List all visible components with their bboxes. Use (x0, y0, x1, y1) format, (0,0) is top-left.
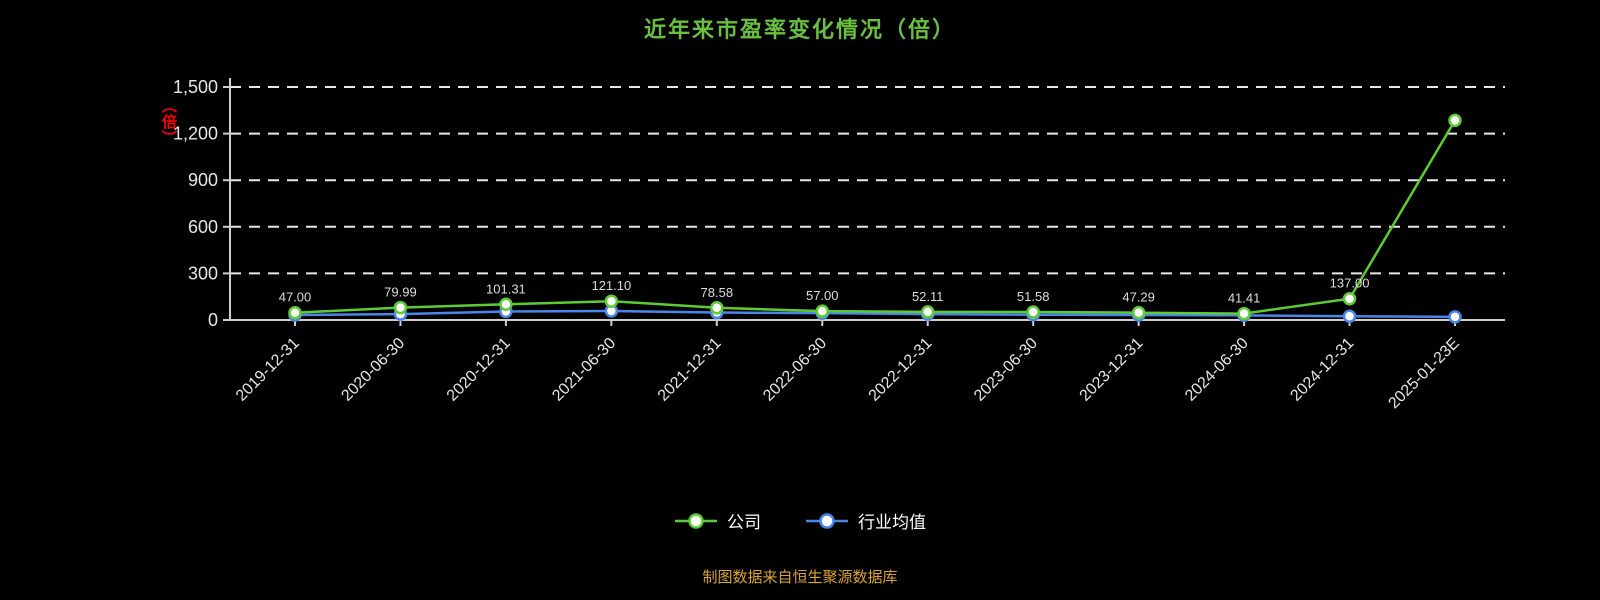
chart-title: 近年来市盈率变化情况（倍） (643, 17, 956, 42)
data-point (1237, 306, 1251, 321)
svg-text:2023-12-31: 2023-12-31 (1077, 335, 1147, 405)
svg-text:101.31: 101.31 (486, 281, 526, 296)
chart-canvas: 0 300 600 900 1,200 1,500 2019-12-31 2020-06-30… (173, 77, 1505, 413)
svg-text:52.11: 52.11 (912, 289, 944, 304)
data-point (604, 294, 619, 308)
legend-item-company[interactable]: 公司 (674, 508, 761, 533)
data-point (710, 301, 724, 315)
svg-text:2024-12-31: 2024-12-31 (1287, 335, 1357, 405)
company-line-marker-icon (675, 512, 717, 529)
data-point (499, 297, 513, 312)
data-point (393, 300, 408, 315)
x-axis-labels: 2019-12-31 2020-06-30 2020-12-31 2021-06-30… (233, 335, 1463, 413)
legend-label-industry: 行业均值 (858, 513, 926, 532)
data-source-note: 制图数据来自恒生聚源数据库 (702, 569, 898, 586)
data-point (1448, 113, 1462, 128)
svg-text:47.29: 47.29 (1122, 290, 1155, 305)
svg-text:2019-12-31: 2019-12-31 (233, 335, 303, 405)
data-point (920, 305, 935, 319)
axes (223, 78, 1505, 326)
industry-line-marker-icon (806, 512, 848, 529)
data-point (1448, 310, 1462, 324)
series-公司 (288, 113, 1462, 321)
data-point (815, 304, 830, 318)
data-point (288, 305, 302, 320)
y-axis-labels: 0 300 600 900 1,200 1,500 (173, 77, 218, 330)
svg-text:2021-12-31: 2021-12-31 (655, 335, 725, 405)
legend-item-industry[interactable]: 行业均值 (805, 508, 926, 533)
svg-text:2023-06-30: 2023-06-30 (971, 335, 1041, 405)
svg-text:1,500: 1,500 (173, 77, 218, 97)
svg-text:2025-01-23E: 2025-01-23E (1385, 335, 1462, 412)
svg-text:0: 0 (208, 310, 218, 330)
data-point (1131, 305, 1146, 320)
data-point (1026, 305, 1040, 319)
data-point (1342, 309, 1357, 324)
svg-text:2022-06-30: 2022-06-30 (760, 335, 830, 405)
svg-text:79.99: 79.99 (384, 285, 417, 300)
legend-label-company: 公司 (727, 513, 761, 532)
svg-text:121.10: 121.10 (591, 278, 631, 293)
svg-text:2020-12-31: 2020-12-31 (444, 335, 514, 405)
svg-text:2024-06-30: 2024-06-30 (1182, 335, 1252, 405)
svg-text:78.58: 78.58 (701, 285, 734, 300)
svg-text:1,200: 1,200 (173, 124, 218, 144)
data-point (1342, 291, 1357, 306)
chart-legend: 公司 行业均值 (0, 508, 1600, 533)
svg-text:600: 600 (188, 217, 218, 237)
svg-text:137.00: 137.00 (1330, 276, 1370, 291)
y-axis-unit-label: （倍） (160, 98, 177, 146)
svg-text:47.00: 47.00 (279, 290, 312, 305)
svg-text:300: 300 (188, 263, 218, 283)
svg-text:41.41: 41.41 (1228, 291, 1261, 306)
svg-text:2021-06-30: 2021-06-30 (549, 335, 619, 405)
svg-text:57.00: 57.00 (806, 288, 839, 303)
svg-text:2022-12-31: 2022-12-31 (866, 335, 936, 405)
gridlines (230, 86, 1505, 275)
svg-text:900: 900 (188, 170, 218, 190)
data-labels: 47.00 79.99 101.31 121.10 78.58 57.00 52.11 51.… (279, 276, 1370, 306)
svg-text:2020-06-30: 2020-06-30 (338, 335, 408, 405)
svg-text:51.58: 51.58 (1017, 289, 1050, 304)
